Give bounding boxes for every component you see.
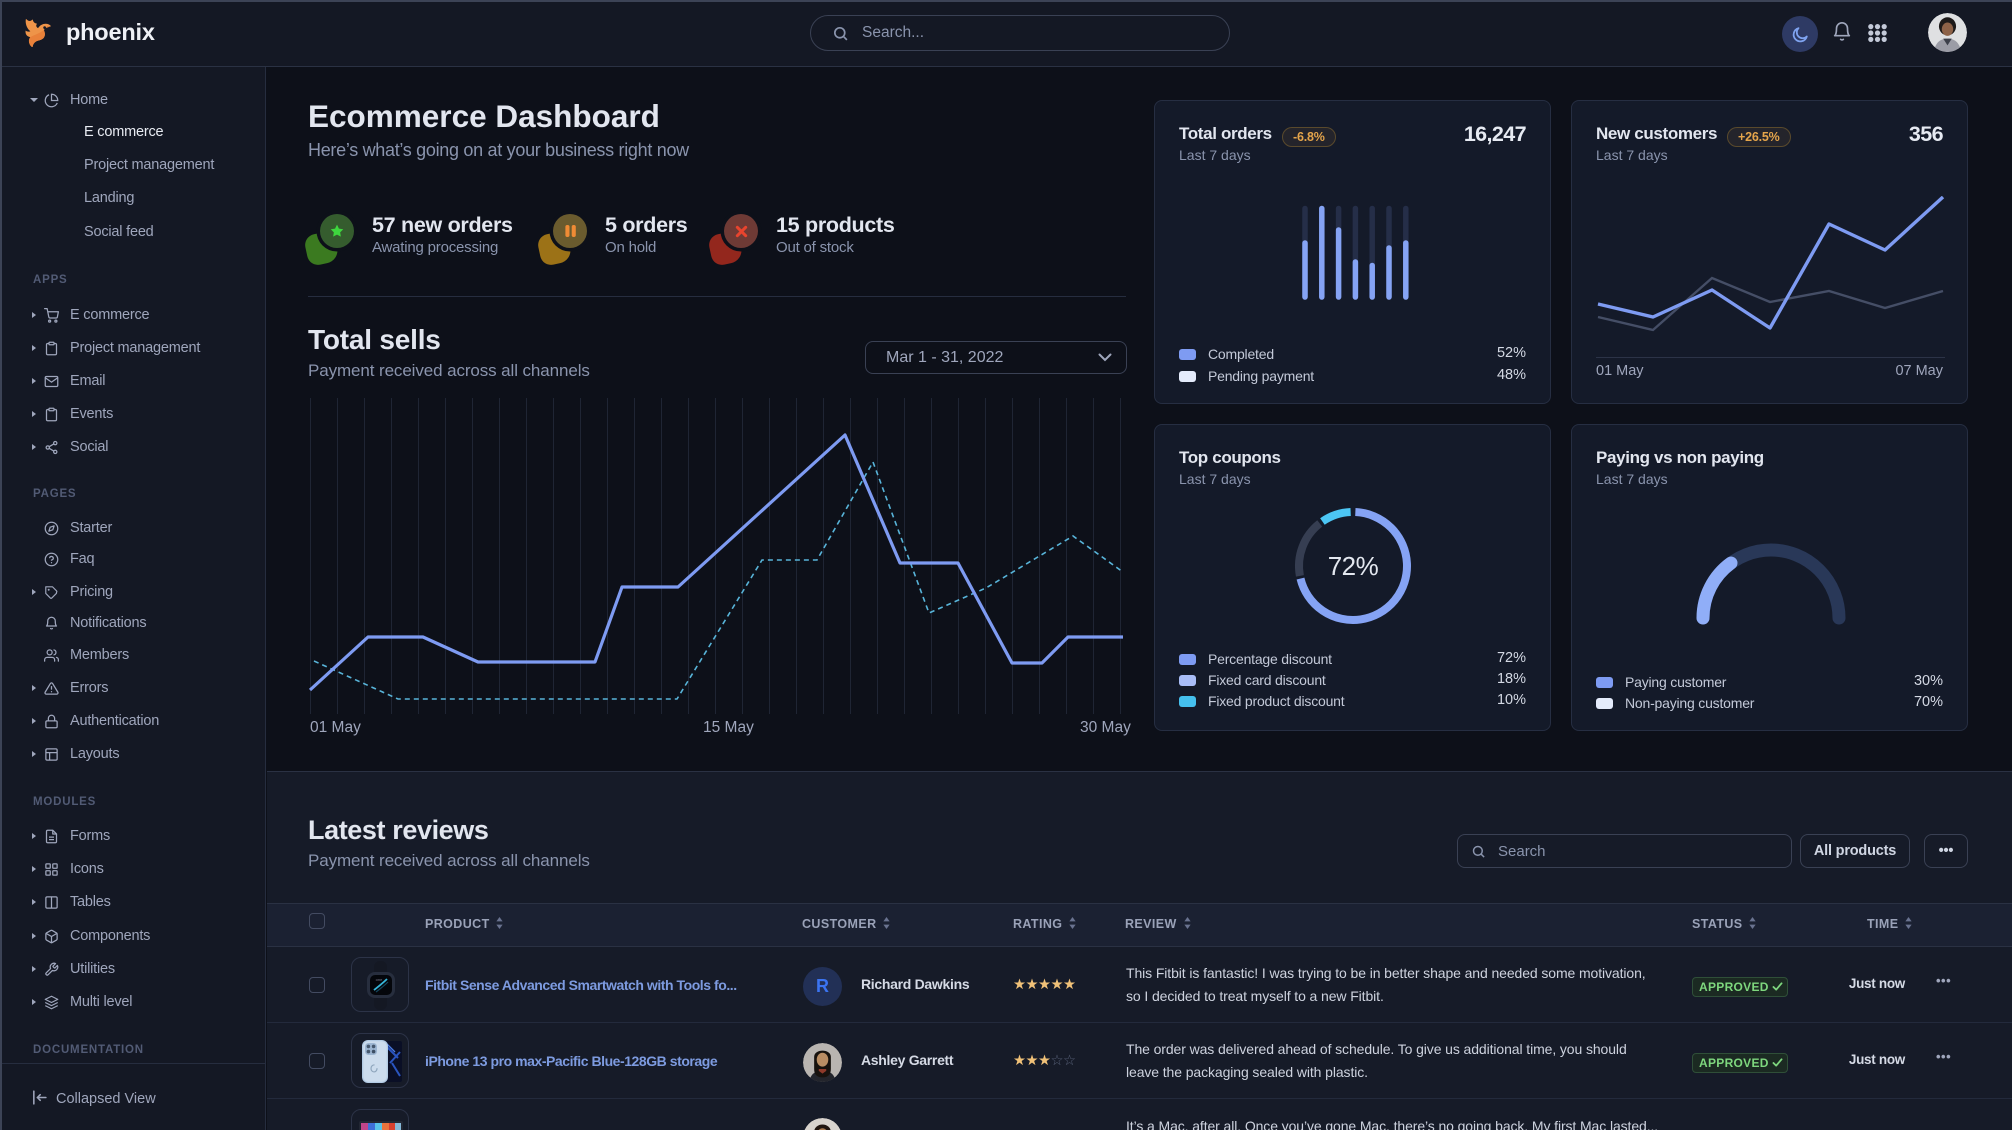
svg-text:one: one <box>376 977 383 982</box>
svg-text:72%: 72% <box>1328 551 1379 581</box>
